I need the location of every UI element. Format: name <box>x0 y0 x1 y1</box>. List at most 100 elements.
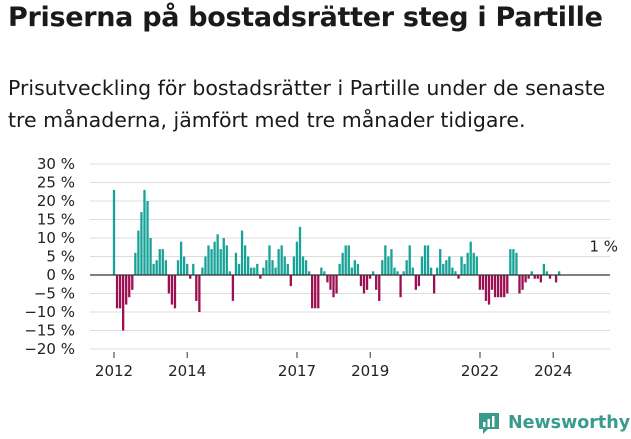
bar <box>497 275 500 298</box>
bar-chart: 30 %25 %20 %15 %10 %5 %0 %−5 %−10 %−15 %… <box>24 155 618 380</box>
bar <box>356 263 360 275</box>
x-tick-label: 2022 <box>461 362 499 380</box>
bar <box>405 260 408 275</box>
bar <box>365 275 369 290</box>
bar <box>439 249 442 275</box>
bar <box>512 249 515 275</box>
bar <box>317 275 320 309</box>
bar <box>332 275 335 298</box>
grid-lines <box>90 163 610 350</box>
bar <box>524 275 527 283</box>
bar <box>198 275 201 312</box>
bar <box>384 245 387 275</box>
bar <box>152 263 155 275</box>
bar <box>228 271 231 275</box>
bar <box>240 230 244 275</box>
bar <box>253 267 256 275</box>
bar <box>314 275 317 309</box>
bar <box>381 260 384 275</box>
chart-subtitle: Prisutveckling för bostadsrätter i Parti… <box>8 76 606 132</box>
bar <box>307 271 311 275</box>
bar <box>402 271 405 275</box>
bar <box>118 275 122 309</box>
bar <box>222 238 225 275</box>
bar <box>518 275 521 294</box>
bar <box>268 245 271 275</box>
bar <box>436 267 439 275</box>
y-axis-tick-labels: 30 %25 %20 %15 %10 %5 %0 %−5 %−10 %−15 %… <box>24 155 75 358</box>
bar <box>189 275 192 279</box>
y-tick-label: 5 % <box>46 248 75 266</box>
bar <box>399 275 402 298</box>
bar <box>359 275 363 287</box>
bar <box>140 212 143 275</box>
bar <box>207 245 210 275</box>
bar <box>390 249 393 275</box>
bar <box>195 275 198 301</box>
bar <box>262 267 265 275</box>
bar <box>396 271 399 275</box>
bar <box>231 275 235 301</box>
bar <box>515 252 518 275</box>
bar <box>216 234 219 275</box>
bar <box>301 256 305 275</box>
bar <box>503 275 506 298</box>
bar <box>457 275 460 279</box>
bar <box>530 271 533 275</box>
x-tick-label: 2019 <box>351 362 389 380</box>
bar <box>256 263 259 275</box>
newsworthy-brand: Newsworthy <box>476 408 630 438</box>
bar <box>411 267 414 275</box>
bar <box>527 275 530 279</box>
bar <box>451 267 454 275</box>
bar <box>137 230 140 275</box>
bar <box>274 267 277 275</box>
bar <box>158 249 161 275</box>
bar <box>128 275 131 298</box>
bar <box>445 260 448 275</box>
bar <box>131 275 134 290</box>
bar <box>134 252 137 275</box>
y-tick-label: 20 % <box>37 192 75 210</box>
y-tick-label: 10 % <box>37 229 75 247</box>
bar <box>329 275 332 290</box>
bar <box>545 271 549 275</box>
brand-name: Newsworthy <box>508 413 631 433</box>
bar <box>243 245 247 275</box>
bar <box>192 263 195 275</box>
bar <box>161 249 164 275</box>
bar <box>320 267 323 275</box>
bar <box>466 252 469 275</box>
bar <box>271 260 274 275</box>
bar <box>432 275 436 294</box>
y-tick-label: 15 % <box>37 211 75 229</box>
bar <box>250 267 253 275</box>
y-tick-label: −15 % <box>24 322 75 340</box>
bar <box>423 245 427 275</box>
bar <box>323 271 326 275</box>
bar <box>304 260 308 275</box>
bar <box>298 226 302 275</box>
bar <box>186 263 189 275</box>
x-tick-label: 2014 <box>168 362 206 380</box>
bar <box>247 256 250 275</box>
bar <box>143 189 146 275</box>
bar <box>155 260 158 275</box>
bar <box>338 263 341 275</box>
bar <box>478 275 481 290</box>
bar <box>554 275 558 283</box>
bar <box>375 275 378 290</box>
bar <box>173 275 177 309</box>
bar <box>469 241 472 275</box>
bar <box>442 263 445 275</box>
bar <box>420 256 424 275</box>
bar <box>280 245 283 275</box>
bar <box>125 275 128 305</box>
bar <box>283 256 286 275</box>
x-axis-tick-labels: 2012 2014 2017 2019 2022 2024 <box>95 352 572 380</box>
y-tick-label: 0 % <box>46 266 75 284</box>
bar <box>475 256 478 275</box>
bar <box>393 267 396 275</box>
bar <box>548 275 552 279</box>
bar <box>542 263 546 275</box>
